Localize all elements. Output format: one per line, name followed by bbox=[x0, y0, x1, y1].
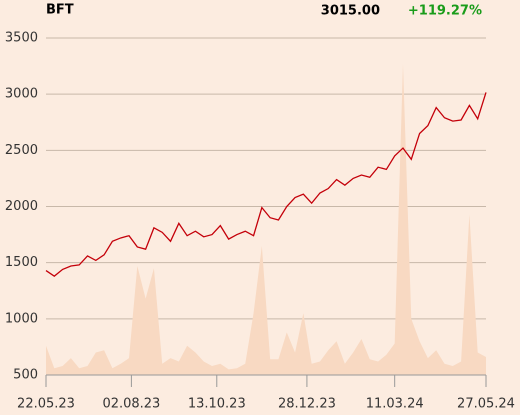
y-tick-label: 3500 bbox=[5, 31, 38, 46]
last-price: 3015.00 bbox=[321, 4, 380, 19]
volume-area bbox=[46, 63, 486, 375]
y-tick-label: 1000 bbox=[5, 311, 38, 326]
change: +119.27% bbox=[408, 4, 482, 19]
x-tick-label: 11.03.24 bbox=[366, 397, 424, 412]
y-tick-label: 2500 bbox=[5, 143, 38, 158]
y-tick-label: 1500 bbox=[5, 255, 38, 270]
x-tick-label: 28.12.23 bbox=[278, 397, 336, 412]
x-tick-label: 27.05.24 bbox=[457, 397, 515, 412]
x-tick-label: 02.08.23 bbox=[102, 397, 160, 412]
x-tick-label: 13.10.23 bbox=[188, 397, 246, 412]
y-tick-label: 3000 bbox=[5, 87, 38, 102]
y-tick-label: 2000 bbox=[5, 199, 38, 214]
symbol: BFT bbox=[46, 3, 74, 18]
x-tick-label: 22.05.23 bbox=[17, 397, 75, 412]
y-tick-label: 500 bbox=[13, 368, 38, 383]
price-line bbox=[45, 92, 487, 277]
